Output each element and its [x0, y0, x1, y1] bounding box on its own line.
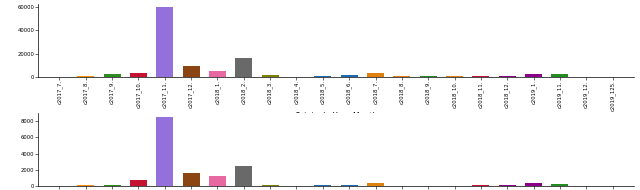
Bar [156, 117, 173, 186]
Bar [394, 76, 410, 77]
Bar [236, 58, 252, 77]
Bar [182, 173, 200, 186]
Bar [499, 76, 516, 77]
Bar [340, 75, 358, 77]
Bar [77, 76, 94, 77]
Bar [104, 74, 121, 77]
Bar [499, 185, 516, 186]
Bar [130, 180, 147, 186]
Bar [340, 184, 358, 186]
Bar [472, 185, 490, 186]
Bar [551, 74, 568, 77]
Bar [236, 166, 252, 186]
Bar [367, 73, 384, 77]
Bar [446, 76, 463, 77]
Bar [472, 76, 490, 77]
Bar [209, 176, 226, 186]
Bar [130, 73, 147, 77]
Bar [525, 183, 542, 186]
Bar [420, 76, 436, 77]
Bar [314, 185, 332, 186]
Bar [551, 184, 568, 186]
Bar [367, 183, 384, 186]
Bar [262, 185, 278, 186]
Bar [156, 7, 173, 77]
Bar [525, 74, 542, 77]
Bar [314, 76, 332, 77]
Bar [77, 185, 94, 186]
X-axis label: Original - Year_Month: Original - Year_Month [295, 112, 377, 121]
Bar [104, 184, 121, 186]
Bar [262, 75, 278, 77]
Bar [209, 71, 226, 77]
Bar [182, 66, 200, 77]
